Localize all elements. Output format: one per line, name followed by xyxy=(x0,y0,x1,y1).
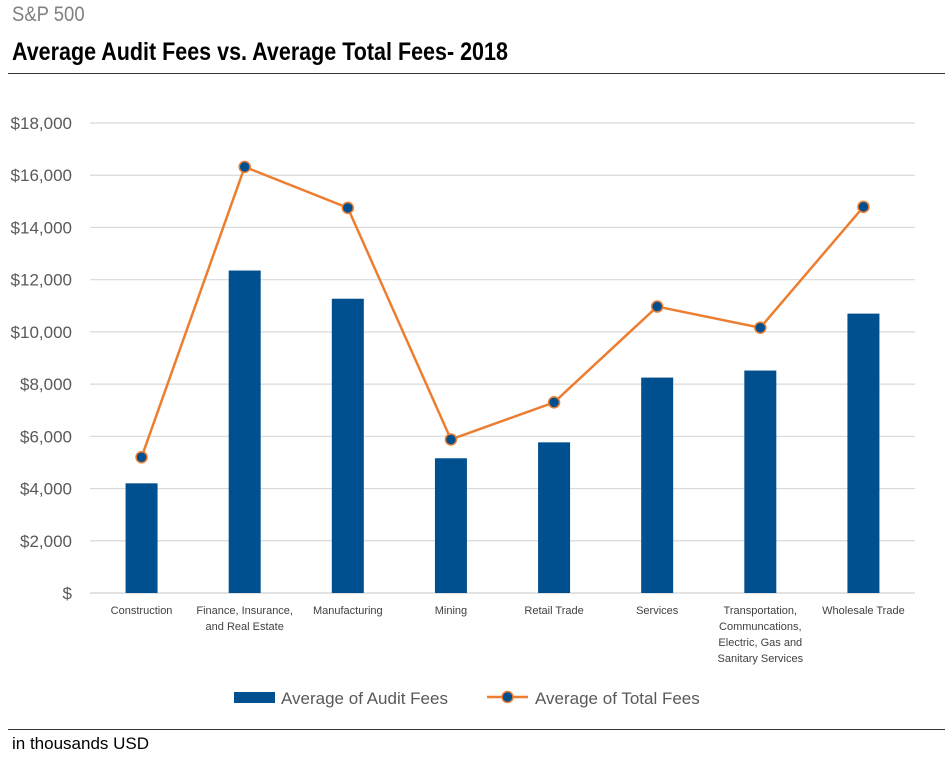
point-total-fees xyxy=(547,396,561,409)
line-total-fees xyxy=(140,165,865,458)
x-tick-label: Manufacturing xyxy=(313,605,383,617)
y-tick-label: $16,000 xyxy=(11,166,72,185)
bar-audit-fees xyxy=(228,270,261,593)
bar-audit-fees xyxy=(744,370,777,593)
point-total-fees xyxy=(650,300,664,313)
x-tick-label: Retail Trade xyxy=(524,605,583,617)
legend-label-total: Average of Total Fees xyxy=(535,689,700,708)
chart-title: Average Audit Fees vs. Average Total Fee… xyxy=(12,38,508,66)
x-tick-label: and Real Estate xyxy=(206,621,284,633)
point-total-fees xyxy=(238,160,251,174)
legend-label-audit: Average of Audit Fees xyxy=(281,689,448,708)
point-total-fees xyxy=(444,433,458,446)
point-total-fees xyxy=(341,201,355,215)
y-tick-label: $18,000 xyxy=(11,114,72,133)
x-tick-label: Communcations, xyxy=(719,621,802,633)
x-tick-label: Transportation, xyxy=(724,605,798,617)
footer-divider xyxy=(8,729,945,730)
y-tick-label: $4,000 xyxy=(20,480,72,499)
y-tick-label: $10,000 xyxy=(11,323,72,342)
y-tick-label: $14,000 xyxy=(11,218,72,237)
y-tick-label: $6,000 xyxy=(20,427,72,446)
y-tick-label: $12,000 xyxy=(11,271,72,290)
y-tick-label: $8,000 xyxy=(20,375,72,394)
x-tick-label: Sanitary Services xyxy=(718,653,804,665)
bar-audit-fees xyxy=(125,483,158,593)
bar-audit-fees xyxy=(641,377,674,593)
footnote: in thousands USD xyxy=(12,734,150,753)
bar-audit-fees xyxy=(847,313,880,593)
x-tick-label: Finance, Insurance, xyxy=(196,605,293,617)
point-total-fees xyxy=(135,450,148,464)
point-total-fees xyxy=(754,321,767,334)
point-total-fees xyxy=(857,200,870,214)
bar-audit-fees xyxy=(434,458,467,593)
title-divider xyxy=(8,73,945,74)
x-tick-label: Wholesale Trade xyxy=(822,605,905,617)
bar-audit-fees xyxy=(331,298,364,593)
y-tick-label: $ xyxy=(63,584,73,603)
supertitle: S&P 500 xyxy=(12,3,85,26)
legend-swatch-audit xyxy=(234,692,275,703)
chart: $ $2,000 $4,000 $6,000 $8,000 $10,000 $12,000 $… xyxy=(11,114,915,708)
x-tick-label: Mining xyxy=(435,605,467,617)
x-tick-label: Services xyxy=(636,605,679,617)
x-tick-label: Electric, Gas and xyxy=(718,637,802,649)
x-tick-label: Construction xyxy=(111,605,173,617)
y-tick-label: $2,000 xyxy=(20,532,72,551)
bar-audit-fees xyxy=(538,442,571,593)
legend-swatch-total-marker xyxy=(501,690,514,704)
